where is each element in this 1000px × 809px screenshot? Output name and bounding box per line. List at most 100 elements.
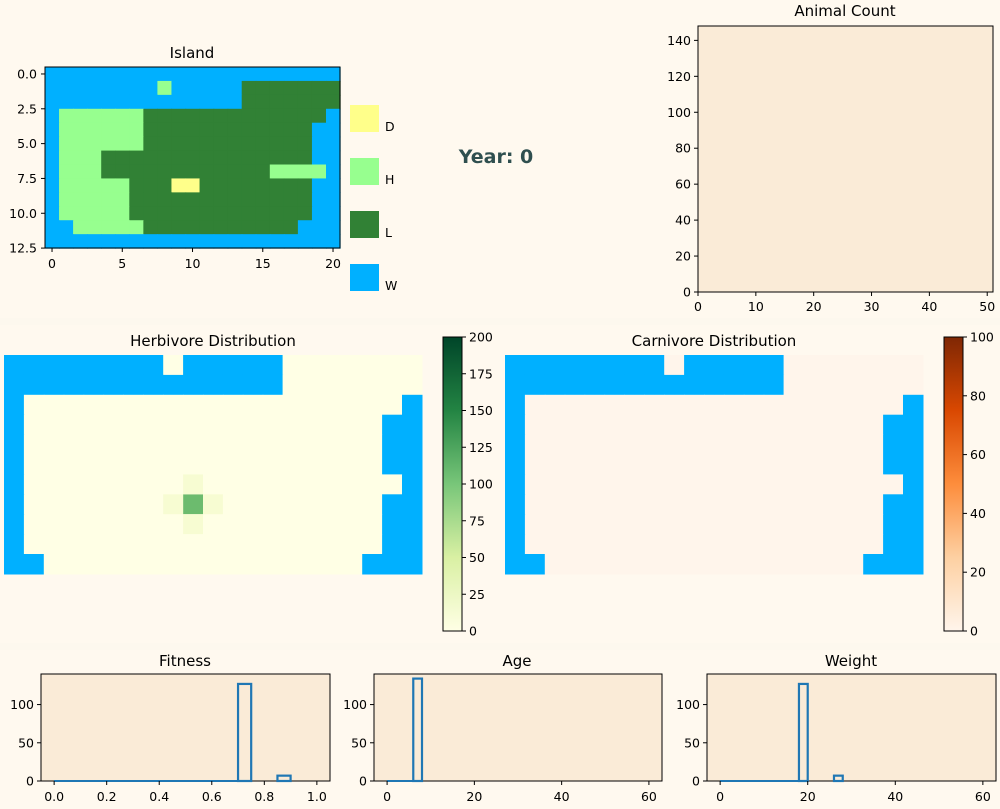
dist-cell xyxy=(242,414,264,436)
island-cell xyxy=(157,192,173,207)
dist-cell xyxy=(282,394,304,416)
dist-cell xyxy=(505,494,526,515)
dist-cell xyxy=(282,374,304,396)
dist-cell xyxy=(123,494,144,515)
dist-cell xyxy=(322,374,343,396)
island-cell xyxy=(213,164,229,180)
dist-cell xyxy=(163,374,184,396)
island-cell xyxy=(255,178,271,193)
island-cell xyxy=(326,108,341,124)
island-cell xyxy=(73,192,88,207)
island-cell xyxy=(326,234,341,249)
island-cell xyxy=(171,108,187,124)
dist-cell xyxy=(302,514,323,535)
island-cell xyxy=(59,234,74,249)
dist-cell xyxy=(83,394,105,416)
dist-cell xyxy=(282,434,304,456)
island-cell xyxy=(101,150,116,166)
dist-cell xyxy=(584,534,606,555)
dist-cell xyxy=(203,374,224,396)
count-y-tick-label: 120 xyxy=(667,69,691,84)
island-cell xyxy=(227,108,243,124)
dist-cell xyxy=(783,474,805,495)
island-cell xyxy=(171,164,187,180)
age-x-tick-label: 20 xyxy=(466,789,482,804)
dist-cell xyxy=(783,554,805,575)
dist-cell xyxy=(783,514,805,535)
dist-cell xyxy=(763,414,785,436)
weight-x-tick-label: 40 xyxy=(887,789,903,804)
dist-cell xyxy=(23,394,45,416)
dist-cell xyxy=(302,414,323,436)
dist-cell xyxy=(863,394,884,416)
dist-cell xyxy=(382,474,403,495)
dist-cell xyxy=(584,454,606,475)
island-cell xyxy=(227,178,243,193)
island-cell xyxy=(73,164,88,180)
dist-cell xyxy=(63,414,85,436)
island-cell xyxy=(185,67,201,82)
island-cell xyxy=(326,80,341,96)
dist-cell xyxy=(203,454,224,475)
dist-cell xyxy=(664,494,685,515)
island-cell xyxy=(269,164,285,180)
dist-cell xyxy=(624,454,645,475)
dist-cell xyxy=(903,514,924,535)
dist-cell xyxy=(564,494,586,515)
island-cell xyxy=(199,192,215,207)
weight-axes xyxy=(706,673,997,782)
island-cell xyxy=(87,67,102,82)
dist-cell xyxy=(103,355,124,376)
island-x-tick-label: 0 xyxy=(48,256,56,271)
dist-cell xyxy=(544,355,566,376)
island-y-tick-label: 0.0 xyxy=(17,66,37,81)
dist-cell xyxy=(282,414,304,436)
dist-cell xyxy=(4,414,25,436)
dist-cell xyxy=(704,434,725,456)
fitness-axes xyxy=(40,673,331,782)
dist-cell xyxy=(23,374,45,396)
island-cell xyxy=(283,164,299,180)
dist-cell xyxy=(63,514,85,535)
dist-cell xyxy=(143,374,164,396)
island-cell xyxy=(45,234,60,249)
carnivore-distribution: Carnivore Distribution 0 20 40 60 80 100 xyxy=(505,330,994,639)
island-cell xyxy=(73,150,88,166)
island-cell xyxy=(87,80,102,96)
island-cell xyxy=(283,122,299,138)
island-cell xyxy=(59,80,74,96)
island-cell xyxy=(227,94,243,110)
dist-hot-cell xyxy=(163,494,184,515)
island-cell xyxy=(185,234,201,249)
weight-bar xyxy=(832,774,844,783)
dist-cell xyxy=(222,414,244,436)
dist-cell xyxy=(604,434,625,456)
dist-cell xyxy=(242,394,264,416)
dist-cell xyxy=(743,355,765,376)
weight-bar xyxy=(797,682,809,783)
island-cell xyxy=(199,220,215,235)
dist-cell xyxy=(203,534,224,555)
dist-cell xyxy=(23,474,45,495)
dist-hot-cell xyxy=(183,474,203,495)
herbivore-cbar-tick-label: 150 xyxy=(469,403,493,418)
dist-cell xyxy=(382,355,403,376)
island-cell xyxy=(311,220,327,235)
legend-swatch-d xyxy=(350,105,379,132)
dist-cell xyxy=(903,454,924,475)
dist-cell xyxy=(222,494,244,515)
island-cell xyxy=(283,220,299,235)
island-cell xyxy=(227,122,243,138)
dist-cell xyxy=(402,355,423,376)
island-cell xyxy=(213,234,229,249)
island-cell xyxy=(73,206,88,221)
island-y-tick-label: 5.0 xyxy=(17,136,37,151)
island-map: Island 0 5 10 15 20 0.0 2.5 5.0 7.5 10.0 12.5 xyxy=(9,44,341,271)
dist-cell xyxy=(242,374,264,396)
dist-cell xyxy=(382,494,403,515)
dist-cell xyxy=(282,355,304,376)
island-cell xyxy=(269,150,285,166)
island-cell xyxy=(283,94,299,110)
island-cell xyxy=(101,234,116,249)
dist-cell xyxy=(763,355,785,376)
